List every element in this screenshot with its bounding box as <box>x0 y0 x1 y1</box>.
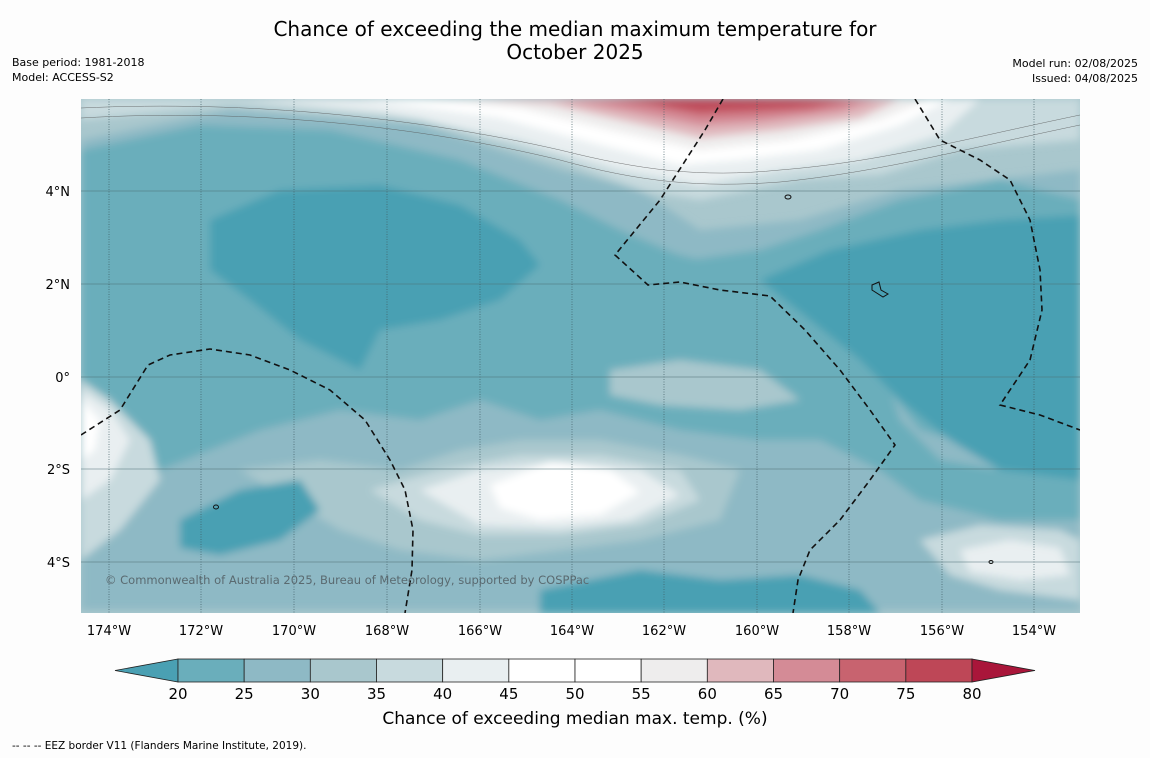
copyright-notice: © Commonwealth of Australia 2025, Bureau… <box>105 573 589 587</box>
colorbar-segment <box>243 658 311 683</box>
colorbar-segment <box>706 658 774 683</box>
model-info: Base period: 1981-2018 Model: ACCESS-S2 <box>12 55 144 85</box>
colorbar-tick: 70 <box>830 685 849 703</box>
longitude-label: 164°W <box>550 624 594 639</box>
base-period: Base period: 1981-2018 <box>12 56 145 69</box>
colorbar-segment <box>773 658 841 683</box>
colorbar-tick: 35 <box>367 685 386 703</box>
colorbar-high-extension <box>971 658 1036 683</box>
colorbar-segment <box>177 658 245 683</box>
longitude-label: 166°W <box>458 624 502 639</box>
colorbar: 20 25 30 35 40 45 50 55 60 65 70 75 80 <box>114 658 1036 703</box>
colorbar-tick: 40 <box>433 685 452 703</box>
issued-date: Issued: 04/08/2025 <box>1031 72 1138 85</box>
latitude-labels: 4°N 2°N 0° 2°S 4°S <box>46 185 71 571</box>
latitude-label: 2°N <box>46 278 71 293</box>
colorbar-low-extension <box>114 658 179 683</box>
colorbar-segment <box>839 658 907 683</box>
island <box>784 194 792 200</box>
longitude-label: 156°W <box>920 624 964 639</box>
colorbar-segment <box>309 658 377 683</box>
model-name: Model: ACCESS-S2 <box>12 71 114 84</box>
colorbar-segment <box>640 658 708 683</box>
longitude-label: 170°W <box>272 624 316 639</box>
run-info: Model run: 02/08/2025 Issued: 04/08/2025 <box>1012 56 1138 86</box>
latitude-label: 4°N <box>46 185 71 200</box>
colorbar-segment <box>905 658 973 683</box>
longitude-label: 168°W <box>365 624 409 639</box>
colorbar-tick: 20 <box>168 685 187 703</box>
map-panel <box>81 99 1080 613</box>
longitude-labels: 174°W 172°W 170°W 168°W 166°W 164°W 162°W 160°W… <box>87 624 1056 639</box>
latitude-label: 4°S <box>47 556 70 571</box>
colorbar-tick: 50 <box>565 685 584 703</box>
colorbar-tick: 75 <box>896 685 915 703</box>
latitude-label: 2°S <box>47 463 70 478</box>
model-run-date: Model run: 02/08/2025 <box>1012 57 1138 70</box>
colorbar-tick: 45 <box>499 685 518 703</box>
island <box>871 281 889 298</box>
longitude-label: 174°W <box>87 624 131 639</box>
colorbar-tick: 60 <box>698 685 717 703</box>
colorbar-tick: 55 <box>632 685 651 703</box>
probability-contours <box>81 99 1080 613</box>
longitude-label: 160°W <box>735 624 779 639</box>
eez-footnote: -- -- -- EEZ border V11 (Flanders Marine… <box>12 740 307 752</box>
chart-title: Chance of exceeding the median maximum t… <box>0 18 1150 64</box>
colorbar-segment <box>508 658 576 683</box>
contour-lines <box>81 105 1080 185</box>
longitude-label: 154°W <box>1012 624 1056 639</box>
longitude-label: 162°W <box>642 624 686 639</box>
title-line-1: Chance of exceeding the median maximum t… <box>273 17 877 41</box>
islands <box>213 194 994 564</box>
title-line-2: October 2025 <box>506 40 644 64</box>
colorbar-segment <box>376 658 444 683</box>
longitude-label: 172°W <box>179 624 223 639</box>
colorbar-tick: 25 <box>235 685 254 703</box>
eez-borders <box>81 99 1080 613</box>
colorbar-segment <box>442 658 510 683</box>
colorbar-tick: 65 <box>764 685 783 703</box>
colorbar-label: Chance of exceeding median max. temp. (%… <box>382 709 768 729</box>
longitude-label: 158°W <box>827 624 871 639</box>
island <box>988 560 994 564</box>
latitude-label: 0° <box>55 371 70 386</box>
island <box>213 504 219 510</box>
graticule <box>81 99 1080 613</box>
colorbar-tick: 30 <box>301 685 320 703</box>
colorbar-tick: 80 <box>962 685 981 703</box>
colorbar-segment <box>574 658 642 683</box>
